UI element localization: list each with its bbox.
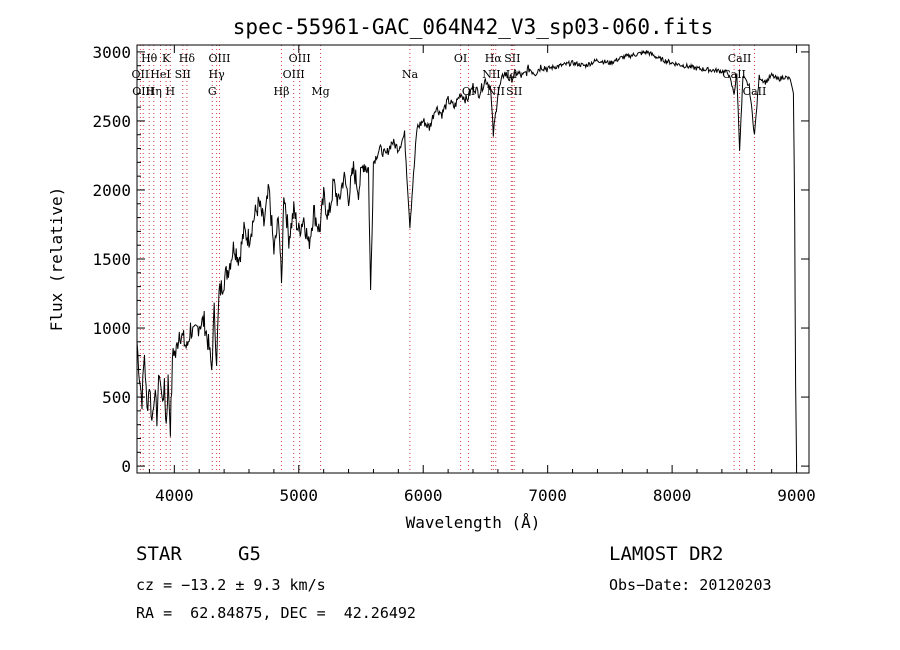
object-class: STAR [136, 543, 182, 565]
x-tick-label-2: 6000 [404, 486, 443, 505]
line-label-27: CaII [743, 85, 767, 98]
line-label-5: Hη [146, 85, 162, 98]
line-label-24: SII [506, 85, 522, 98]
x-tick-label-5: 9000 [777, 486, 816, 505]
obs-date: Obs−Date: 20120203 [609, 576, 772, 594]
line-label-4: HeI [150, 68, 170, 81]
line-label-16: Na [402, 68, 419, 81]
line-label-17: OI [454, 52, 467, 65]
x-tick-label-1: 5000 [280, 486, 319, 505]
y-tick-label-5: 2500 [92, 112, 131, 131]
line-label-21: NII [482, 68, 500, 81]
y-tick-label-6: 3000 [92, 43, 131, 62]
y-tick-label-4: 2000 [92, 181, 131, 200]
x-tick-label-3: 7000 [528, 486, 567, 505]
line-label-6: Hδ [179, 52, 196, 65]
line-label-20: SII [504, 52, 520, 65]
y-tick-label-2: 1000 [92, 319, 131, 338]
line-label-14: Hβ [274, 85, 290, 98]
line-label-10: Hγ [209, 68, 226, 81]
line-label-26: CaII [722, 68, 746, 81]
line-label-19: Hα [485, 52, 503, 65]
object-subclass: G5 [238, 543, 261, 565]
x-tick-label-4: 8000 [653, 486, 692, 505]
y-tick-label-0: 0 [121, 457, 131, 476]
line-label-7: SII [175, 68, 191, 81]
x-axis-label: Wavelength (Å) [406, 513, 541, 532]
line-label-2: OIII [132, 85, 154, 98]
y-tick-label-3: 1500 [92, 250, 131, 269]
line-label-25: CaII [728, 52, 752, 65]
line-label-15: Mg [311, 85, 329, 98]
x-tick-label-0: 4000 [155, 486, 194, 505]
coordinates-readout: RA = 62.84875, DEC = 42.26492 [136, 604, 416, 622]
y-axis-ticks: 0 500 1000 1500 2000 2500 3000 [92, 43, 809, 476]
line-label-3: K [162, 52, 171, 65]
spectral-line-markers [139, 45, 755, 473]
line-label-13: OIII [283, 68, 305, 81]
redshift-readout: cz = −13.2 ± 9.3 km/s [136, 576, 326, 594]
line-label-11: G [208, 85, 217, 98]
y-tick-label-1: 500 [102, 388, 131, 407]
line-label-0: Hθ [141, 52, 158, 65]
survey-name: LAMOST DR2 [609, 543, 724, 565]
chart-title: spec-55961-GAC_064N42_V3_sp03-060.fits [233, 15, 713, 39]
line-label-1: OII [132, 68, 150, 81]
y-axis-label: Flux (relative) [47, 187, 66, 332]
line-label-8: H [166, 85, 176, 98]
line-label-12: OIII [289, 52, 311, 65]
spectrum-flux-line [136, 49, 798, 467]
x-axis-ticks: 4000 5000 6000 7000 8000 9000 [148, 45, 816, 505]
line-label-9: OIII [208, 52, 230, 65]
spectral-line-labels: Hθ OII OIII K HeI Hη Hδ SII H OIII Hγ G OIII OIII Hβ Mg… [132, 52, 767, 98]
